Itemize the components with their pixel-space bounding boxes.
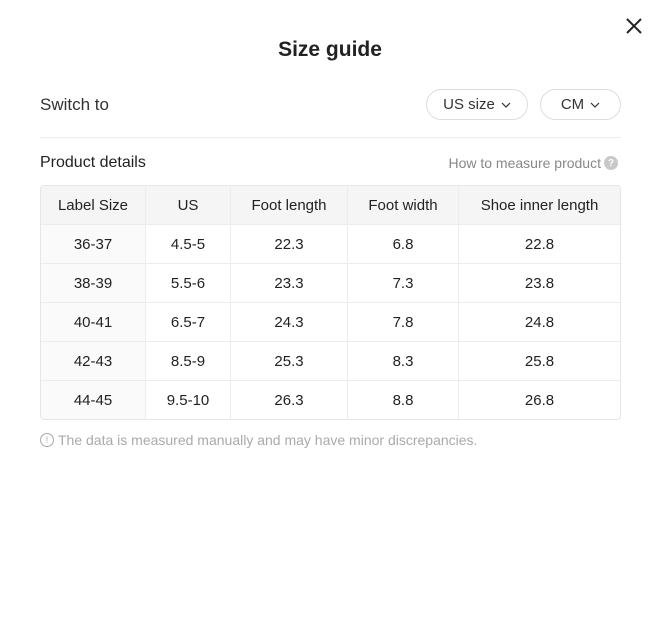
column-header: US — [146, 186, 231, 225]
table-cell: 24.8 — [459, 303, 620, 342]
close-icon — [626, 18, 642, 34]
table-cell: 26.3 — [231, 381, 348, 419]
table-row: 38-39 5.5-6 23.3 7.3 23.8 — [41, 264, 620, 303]
switch-to-label: Switch to — [40, 95, 109, 114]
table-cell: 5.5-6 — [146, 264, 231, 303]
how-to-measure-label: How to measure product — [448, 155, 601, 171]
size-system-dropdown[interactable]: US size — [426, 89, 528, 120]
table-row: 42-43 8.5-9 25.3 8.3 25.8 — [41, 342, 620, 381]
table-cell: 36-37 — [41, 225, 146, 264]
unit-dropdown[interactable]: CM — [540, 89, 621, 120]
table-cell: 26.8 — [524, 391, 555, 409]
chevron-down-icon — [501, 102, 511, 108]
how-to-measure-link[interactable]: How to measure product ? — [448, 155, 618, 171]
table-cell: 6.5-7 — [146, 303, 231, 342]
table-row: 36-37 4.5-5 22.3 6.8 22.8 — [41, 225, 620, 264]
close-button[interactable] — [622, 14, 646, 38]
disclaimer-note: ! The data is measured manually and may … — [40, 432, 477, 448]
size-system-value: US size — [443, 96, 495, 113]
product-details-heading: Product details — [40, 154, 146, 171]
column-header: Foot length — [231, 186, 348, 225]
table-cell: 40-41 — [41, 303, 146, 342]
table-cell: 44-45 — [41, 381, 146, 419]
table-cell: 23.3 — [231, 264, 348, 303]
table-cell: 24.3 — [231, 303, 348, 342]
table-cell: 8.3 — [348, 342, 459, 381]
table-header-row: Label Size US Foot length Foot width Sho… — [41, 186, 620, 225]
table-cell: 25.3 — [231, 342, 348, 381]
table-cell: 4.5-5 — [146, 225, 231, 264]
table-cell: 22.8 — [459, 225, 620, 264]
table-cell: 6.8 — [348, 225, 459, 264]
column-header: Shoe inner length — [459, 186, 620, 225]
table-cell: 7.8 — [348, 303, 459, 342]
chevron-down-icon — [590, 102, 600, 108]
size-table: Label Size US Foot length Foot width Sho… — [40, 185, 621, 420]
disclaimer-text: The data is measured manually and may ha… — [58, 432, 478, 448]
column-header: Foot width — [348, 186, 459, 225]
table-cell: 8.8 — [348, 381, 459, 419]
table-cell: 42-43 — [41, 342, 146, 381]
table-row: 44-45 9.5-10 26.3 8.8 26.8 — [41, 381, 620, 419]
table-cell: 8.5-9 — [146, 342, 231, 381]
dialog-title: Size guide — [278, 38, 382, 61]
help-icon: ? — [604, 156, 618, 170]
table-row: 40-41 6.5-7 24.3 7.8 24.8 — [41, 303, 620, 342]
table-cell: 7.3 — [348, 264, 459, 303]
column-header: Label Size — [41, 186, 146, 225]
divider — [40, 137, 621, 138]
info-icon: ! — [40, 433, 54, 447]
table-cell: 9.5-10 — [146, 381, 231, 419]
table-cell: 25.8 — [459, 342, 620, 381]
table-cell: 22.3 — [231, 225, 348, 264]
unit-value: CM — [560, 96, 585, 113]
table-cell: 38-39 — [41, 264, 146, 303]
table-cell: 23.8 — [459, 264, 620, 303]
